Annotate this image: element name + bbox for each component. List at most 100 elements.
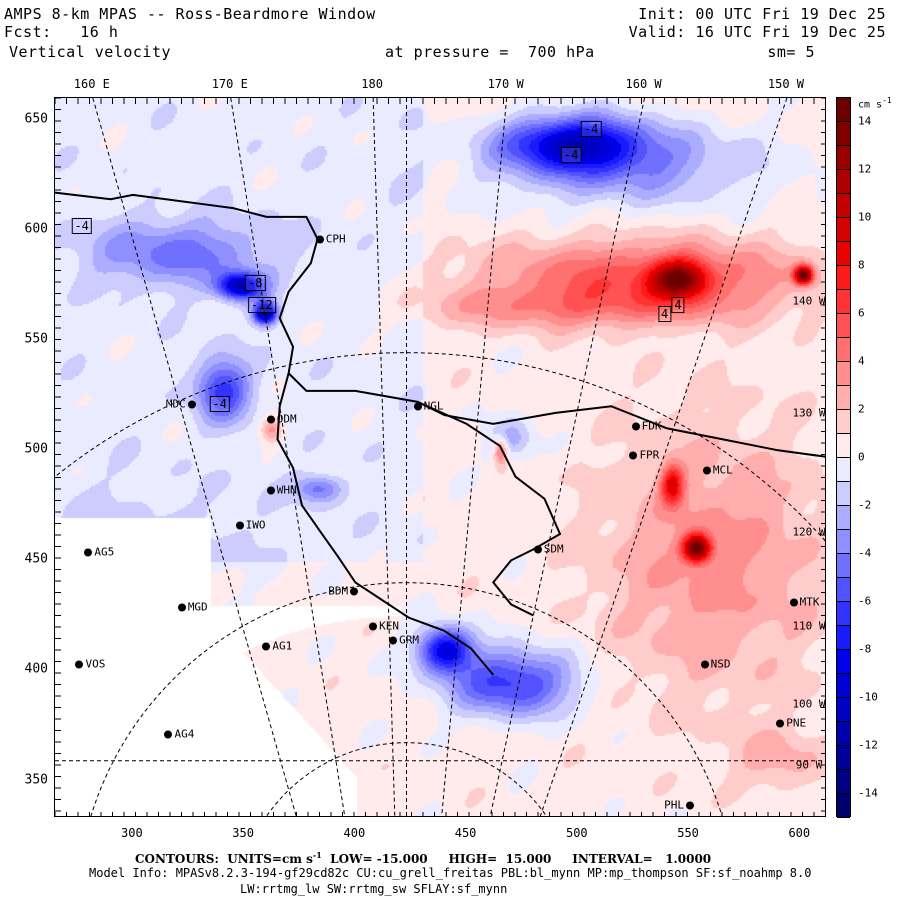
colorbar-tick-label: 10 [858, 210, 872, 224]
colorbar-tick-label: 8 [858, 258, 865, 272]
colorbar-band [837, 626, 850, 650]
y-tick-label: 650 [24, 111, 48, 127]
station-dot-icon [702, 466, 711, 475]
pressure-level: at pressure = 700 hPa [385, 43, 595, 61]
colorbar-band [837, 770, 850, 794]
longitude-label-right: 110 W [792, 619, 826, 633]
colorbar-band [837, 674, 850, 698]
y-tick-label: 500 [24, 441, 48, 457]
station-mcl: MCL [701, 464, 733, 477]
longitude-tick-label: 170 E [211, 77, 248, 91]
colorbar-tick-label: 6 [858, 306, 865, 320]
station-label: NGL [423, 399, 444, 413]
station-dot-icon [350, 587, 359, 596]
colorbar-band [837, 146, 850, 170]
station-dot-icon [84, 548, 93, 557]
station-whn: WHN [265, 483, 297, 496]
station-label: WHN [276, 483, 297, 497]
x-tick-label: 300 [121, 826, 143, 840]
colorbar-band [837, 170, 850, 194]
colorbar-tick-label: 0 [858, 450, 865, 464]
colorbar-tick-label: 12 [858, 162, 872, 176]
station-dot-icon [700, 660, 709, 669]
colorbar-band [837, 122, 850, 146]
station-dot-icon [369, 622, 378, 631]
station-ag4: AG4 [162, 728, 194, 741]
station-mdc: MDC [166, 398, 198, 411]
longitude-tick-label: 170 W [487, 77, 524, 91]
station-label: SDM [543, 542, 564, 556]
station-nsd: NSD [699, 657, 731, 670]
station-label: VOS [85, 657, 106, 671]
colorbar-band [837, 794, 850, 818]
station-mtk: MTK [788, 596, 820, 609]
colorbar-band [837, 602, 850, 626]
colorbar-band [837, 530, 850, 554]
station-label: FPR [639, 448, 660, 462]
colorbar-band [837, 458, 850, 482]
colorbar [836, 97, 851, 818]
station-grm: GRM [387, 633, 419, 646]
map-overlay [55, 98, 825, 816]
plot-title: AMPS 8-km MPAS -- Ross-Beardmore Window [4, 5, 376, 23]
colorbar-band [837, 386, 850, 410]
meridian-line [92, 98, 297, 816]
colorbar-tick-label: 2 [858, 402, 865, 416]
longitude-tick-label: 160 W [625, 77, 662, 91]
y-tick-label: 600 [24, 221, 48, 237]
model-info-radiation: LW:rrtmg_lw SW:rrtmg_sw SFLAY:sf_mynn [240, 882, 508, 896]
station-dot-icon [631, 422, 640, 431]
station-vos: VOS [73, 657, 105, 670]
colorbar-band [837, 434, 850, 458]
smoothing-value: sm= 5 [767, 43, 815, 61]
colorbar-tick-label: -8 [858, 642, 872, 656]
longitude-label-right: 90 W [795, 758, 823, 772]
station-dot-icon [686, 801, 695, 810]
y-tick-label: 350 [24, 772, 48, 788]
station-dot-icon [262, 642, 271, 651]
station-iwo: IWO [234, 519, 266, 532]
station-label: BDM [328, 584, 349, 598]
station-sdm: SDM [532, 543, 564, 556]
longitude-tick-label: 160 E [73, 77, 110, 91]
colorbar-units: cm s-1 [858, 96, 892, 110]
colorbar-tick-label: -10 [858, 690, 878, 704]
contour-label: -4 [580, 120, 602, 137]
colorbar-band [837, 338, 850, 362]
colorbar-band [837, 194, 850, 218]
station-label: PNE [786, 716, 807, 730]
station-ngl: NGL [412, 400, 444, 413]
y-tick-label: 400 [24, 661, 48, 677]
station-dot-icon [266, 415, 275, 424]
colorbar-band [837, 98, 850, 122]
x-tick-label: 500 [565, 826, 588, 840]
init-time: Init: 00 UTC Fri 19 Dec 25 [638, 5, 886, 23]
contour-range-info: LOW= -15.000 HIGH= 15.000 INTERVAL= 1.00… [321, 852, 712, 866]
colorbar-band [837, 698, 850, 722]
station-label: ODM [276, 412, 297, 426]
station-dot-icon [389, 636, 398, 645]
x-tick-label: 550 [677, 826, 699, 840]
colorbar-units-sup: -1 [882, 96, 892, 105]
station-label: NSD [710, 657, 731, 671]
station-label: MCL [712, 463, 733, 477]
valid-time: Valid: 16 UTC Fri 19 Dec 25 [628, 23, 886, 41]
colorbar-tick-label: 14 [858, 114, 872, 128]
station-dot-icon [187, 400, 196, 409]
x-tick-label: 350 [232, 826, 254, 840]
longitude-label-right: 120 W [792, 525, 826, 539]
station-fdk: FDK [630, 420, 662, 433]
colorbar-tick-label: -2 [858, 498, 872, 512]
colorbar-band [837, 506, 850, 530]
colorbar-band [837, 650, 850, 674]
colorbar-band [837, 482, 850, 506]
station-dot-icon [75, 660, 84, 669]
contour-label: -8 [244, 274, 266, 291]
station-label: MGD [187, 600, 208, 614]
model-info: Model Info: MPASv8.2.3-194-gf29cd82c CU:… [89, 866, 812, 880]
station-ag1: AG1 [260, 640, 292, 653]
colorbar-band [837, 218, 850, 242]
colorbar-band [837, 410, 850, 434]
x-tick-label: 600 [788, 826, 811, 840]
station-label: AG1 [272, 639, 293, 653]
